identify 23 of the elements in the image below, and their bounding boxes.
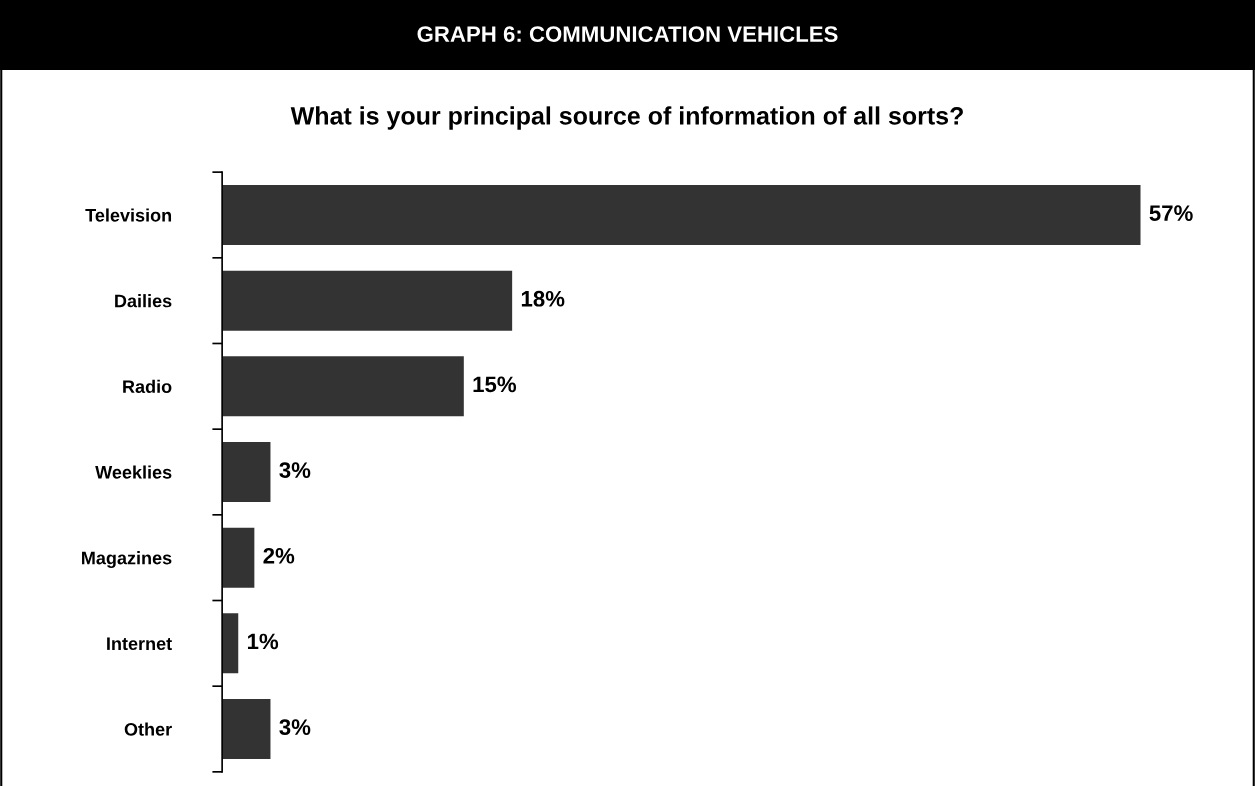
y-tick-label: Dailies	[115, 294, 172, 308]
data-label: 2%	[263, 547, 295, 564]
y-tick-label: Magazines	[82, 551, 172, 569]
y-tick-label: Television	[85, 208, 172, 222]
chart-subtitle: What is your principal source of information of all sorts?	[290, 106, 963, 130]
bar	[222, 356, 464, 417]
data-label: 1%	[247, 633, 279, 650]
data-label: 57%	[1149, 205, 1193, 221]
y-tick-label: Other	[124, 722, 172, 736]
bar	[222, 184, 1141, 245]
y-tick-label: Internet	[107, 637, 172, 651]
y-tick-label: Radio	[123, 379, 172, 394]
chart-title: GRAPH 6: COMMUNICATION VEHICLES	[417, 26, 838, 42]
bar	[222, 699, 271, 759]
bar	[222, 442, 271, 502]
data-label: 3%	[279, 462, 311, 478]
y-tick-label: Weeklies	[95, 465, 172, 479]
data-label: 18%	[521, 290, 565, 307]
bar	[222, 527, 255, 588]
data-label: 15%	[473, 376, 517, 393]
bar	[222, 270, 513, 331]
data-label: 3%	[279, 719, 311, 736]
bar	[222, 613, 239, 674]
